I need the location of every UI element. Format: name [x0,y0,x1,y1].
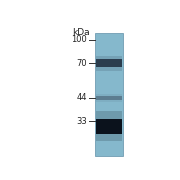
Bar [96,111,122,141]
Bar [95,33,123,156]
Bar [96,59,122,67]
Bar [96,119,122,134]
Bar [96,56,122,71]
Text: 100: 100 [71,35,87,44]
Text: 70: 70 [76,59,87,68]
Text: kDa: kDa [72,28,89,37]
Text: 33: 33 [76,117,87,126]
Bar [96,96,122,100]
Text: 44: 44 [76,93,87,102]
Bar [96,94,122,102]
